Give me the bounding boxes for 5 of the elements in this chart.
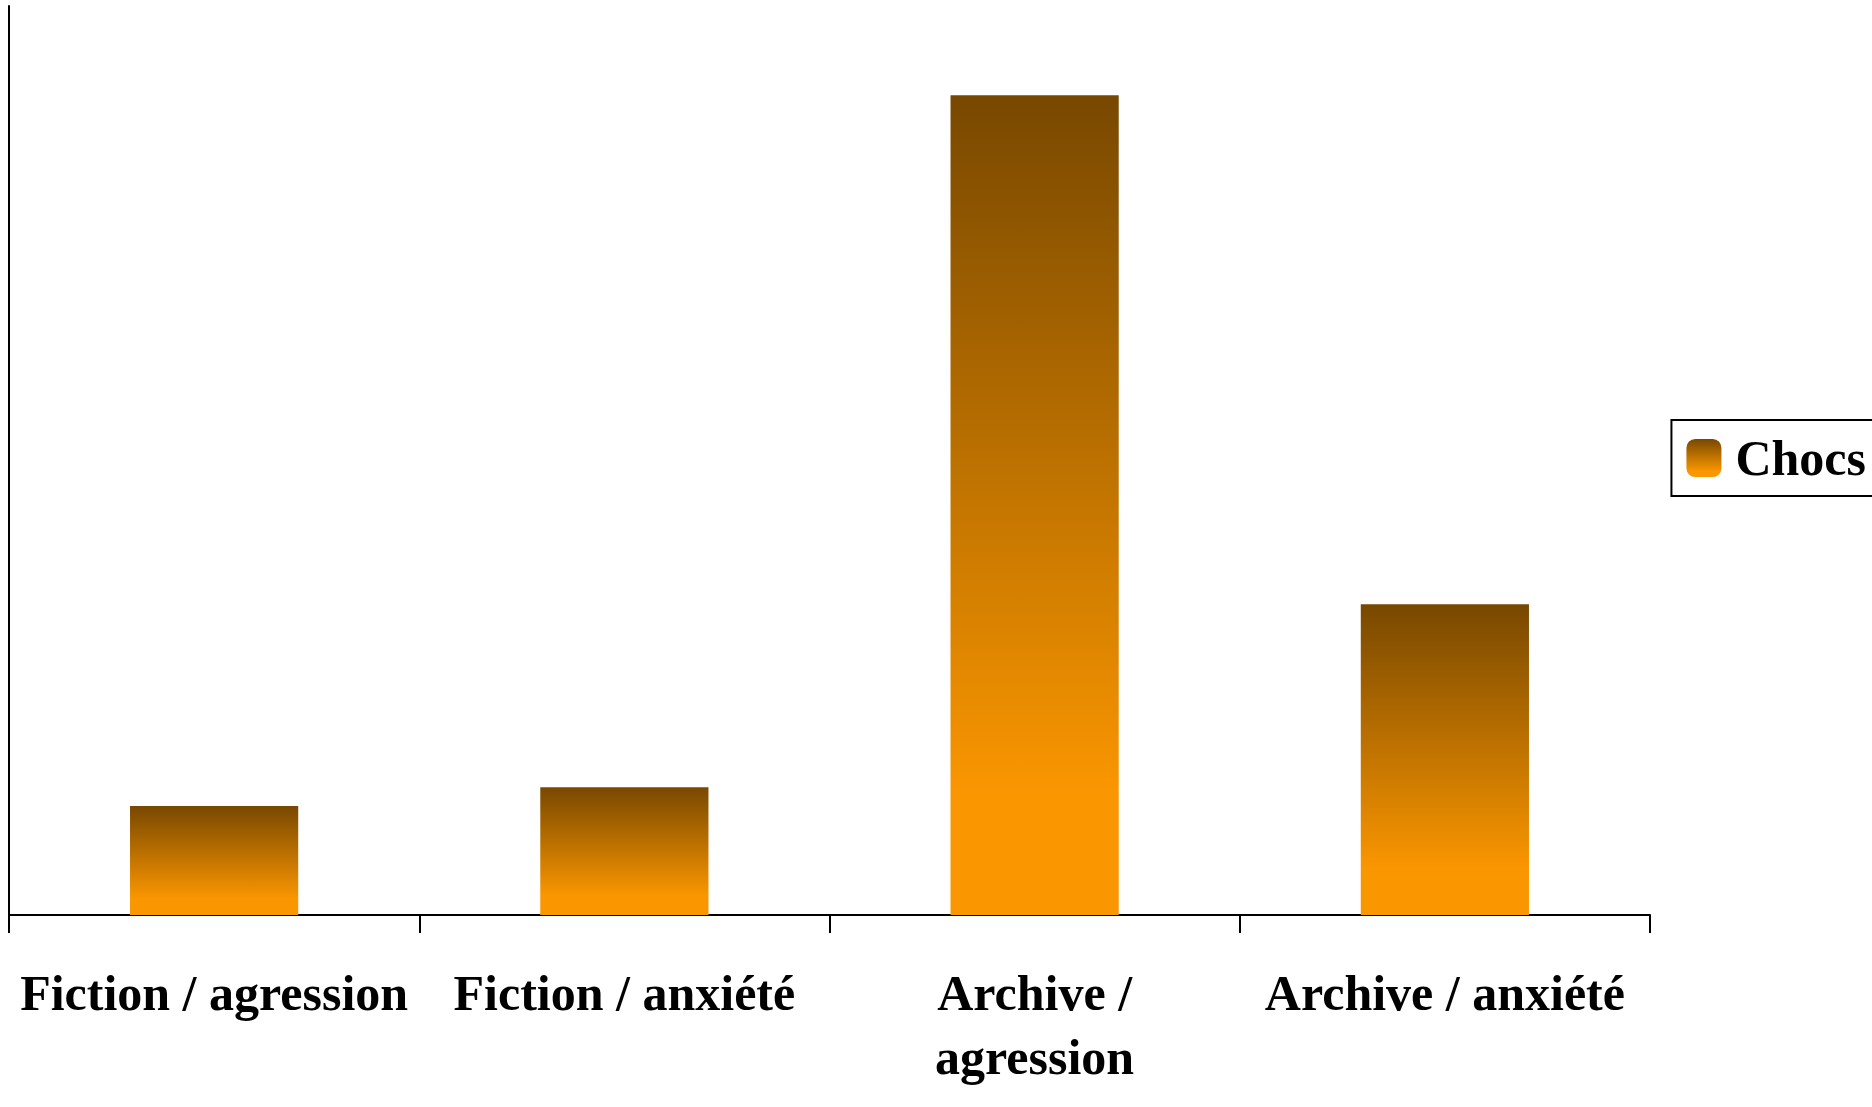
- x-tick-label: Fiction / agression: [20, 965, 409, 1021]
- x-tick-label: Archive / anxiété: [1264, 965, 1625, 1021]
- legend-label: Chocs: [1735, 430, 1867, 486]
- x-tick-label: Fiction / anxiété: [453, 965, 796, 1021]
- x-tick-label: Archive / agression: [935, 965, 1135, 1085]
